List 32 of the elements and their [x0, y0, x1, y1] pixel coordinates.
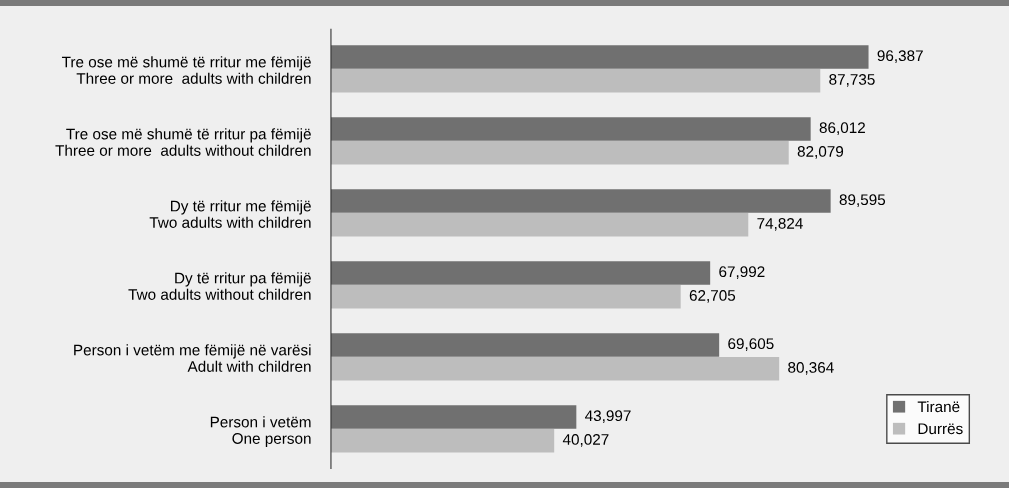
y-tick-label: Tre ose më shumë të rritur pa fëmijë Three or more adults without children: [55, 128, 311, 156]
data-label: 69,605: [728, 338, 774, 351]
bar: [330, 69, 821, 93]
data-label: 96,387: [877, 50, 923, 63]
bar: [330, 117, 811, 141]
data-label: 89,595: [839, 194, 886, 207]
y-tick-label: Person i vetëm One person: [210, 416, 311, 447]
y-tick-label: Tre ose më shumë të rritur me fëmijë Three or more adults with children: [61, 56, 311, 84]
data-label: 62,705: [689, 290, 736, 303]
bar: [330, 357, 780, 381]
bar: [330, 141, 789, 165]
data-label: 74,824: [757, 218, 803, 231]
data-label: 67,992: [719, 266, 765, 279]
data-label: 82,079: [797, 146, 844, 159]
data-label: 43,997: [585, 410, 631, 423]
y-tick-label: Person i vetëm me fëmijë në varësi Adult with children: [74, 344, 311, 372]
data-label: 86,012: [819, 122, 865, 135]
bar: [330, 45, 869, 69]
bar: [330, 261, 711, 285]
data-label: 80,364: [788, 362, 834, 375]
y-tick-label: Dy të rritur me fëmijë Two adults with children: [149, 200, 311, 228]
legend-label: Tiranë: [917, 400, 960, 413]
data-label: 87,735: [829, 74, 875, 87]
bar: [330, 285, 681, 309]
bar: [330, 333, 720, 357]
y-tick-label: Dy të rritur pa fëmijë Two adults without children: [128, 272, 311, 300]
bar: [330, 429, 555, 453]
bar: [330, 213, 749, 237]
bar: [330, 189, 831, 213]
data-label: 40,027: [562, 434, 609, 447]
bar: [330, 405, 577, 429]
legend-label: Durrës: [918, 423, 963, 435]
